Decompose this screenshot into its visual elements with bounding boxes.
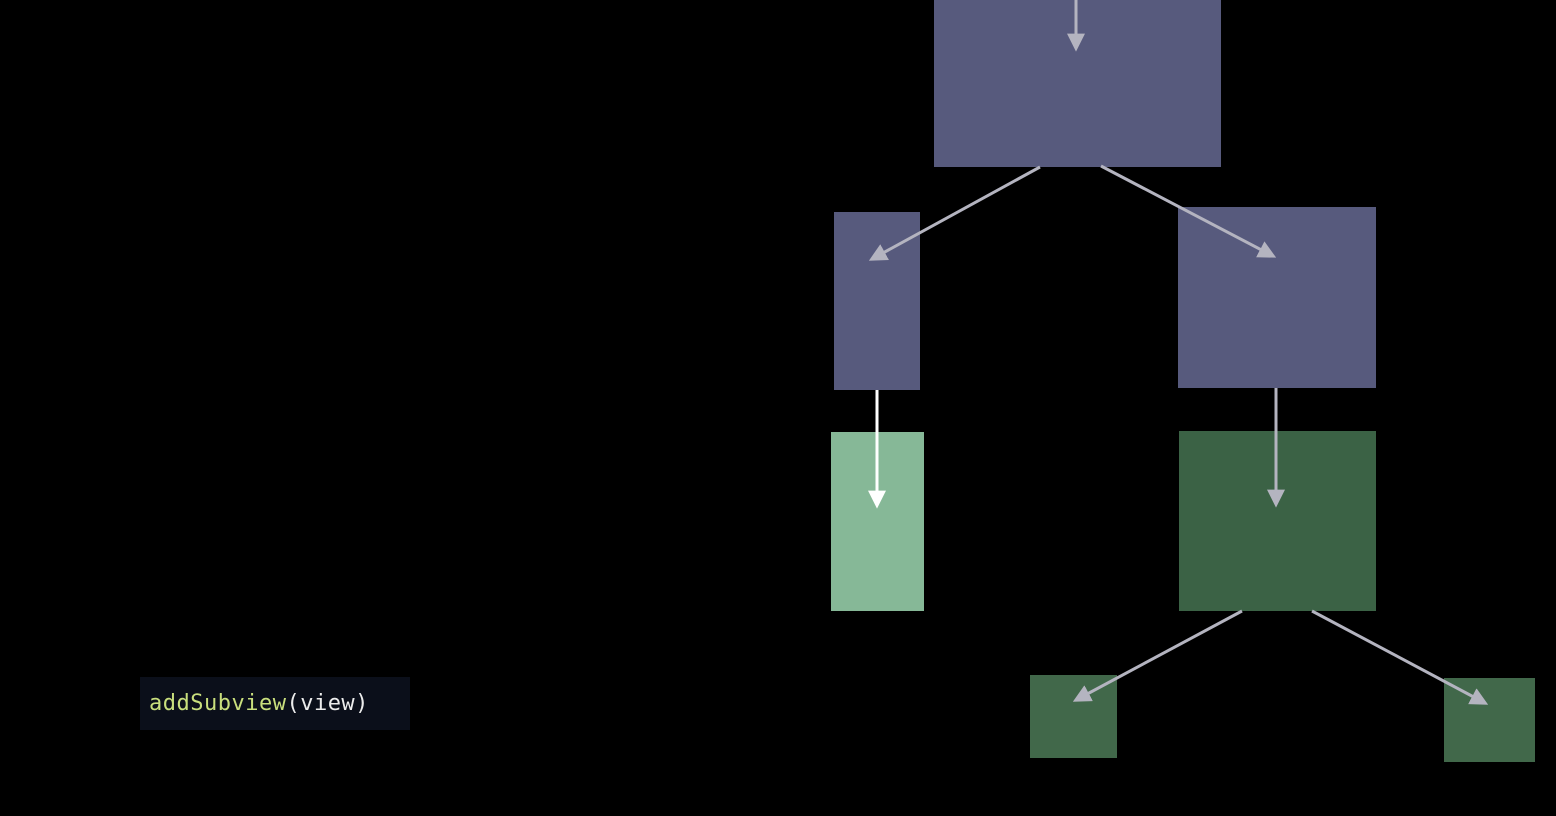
code-function-name: addSubview bbox=[149, 691, 287, 716]
code-arguments: (view) bbox=[286, 691, 369, 716]
leaf-node-right bbox=[1444, 678, 1535, 762]
root-view-node bbox=[934, 0, 1221, 167]
leaf-node-left bbox=[1030, 675, 1117, 758]
code-snippet: addSubview (view) bbox=[140, 677, 410, 730]
added-subview-node bbox=[831, 432, 924, 611]
right-child-node bbox=[1179, 431, 1376, 611]
left-subview-node bbox=[834, 212, 920, 390]
right-subview-node bbox=[1178, 207, 1376, 388]
